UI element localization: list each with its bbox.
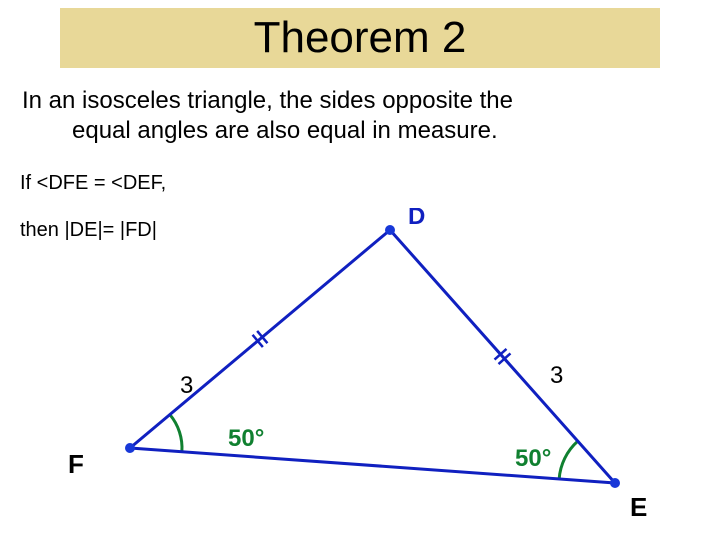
svg-text:F: F <box>68 449 84 479</box>
svg-text:50°: 50° <box>228 425 264 452</box>
title-bar: Theorem 2 <box>60 8 660 68</box>
statement-line2: equal angles are also equal in measure. <box>22 116 702 146</box>
svg-text:3: 3 <box>550 362 563 389</box>
triangle-diagram: D F E 3 3 50° 50° <box>50 208 670 538</box>
svg-text:50°: 50° <box>515 445 551 472</box>
statement-line1: In an isosceles triangle, the sides oppo… <box>22 87 513 114</box>
if-condition: If <DFE = <DEF, <box>20 172 720 195</box>
theorem-statement: In an isosceles triangle, the sides oppo… <box>18 86 702 146</box>
svg-text:D: D <box>408 208 425 230</box>
svg-text:E: E <box>630 492 647 522</box>
theorem-title: Theorem 2 <box>254 13 467 63</box>
svg-text:3: 3 <box>180 372 193 399</box>
